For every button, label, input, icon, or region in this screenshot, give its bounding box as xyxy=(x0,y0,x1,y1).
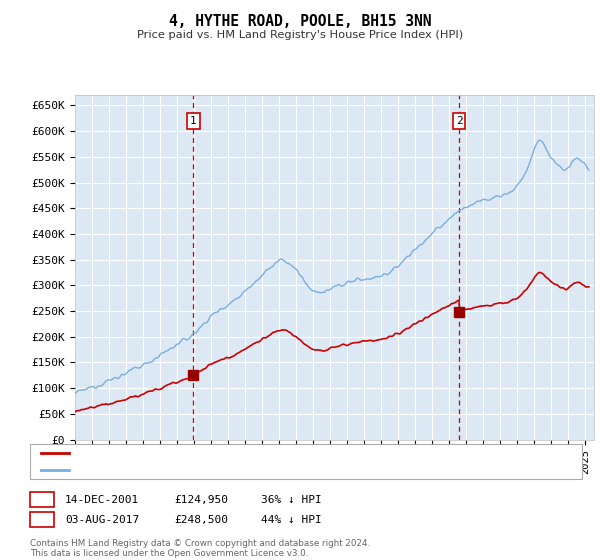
Text: 1: 1 xyxy=(190,116,197,126)
Text: 36% ↓ HPI: 36% ↓ HPI xyxy=(261,494,322,505)
Text: £248,500: £248,500 xyxy=(174,515,228,525)
Text: HPI: Average price, detached house, Bournemouth Christchurch and Poole: HPI: Average price, detached house, Bour… xyxy=(76,465,514,475)
Text: 14-DEC-2001: 14-DEC-2001 xyxy=(65,494,139,505)
Text: 2: 2 xyxy=(456,116,463,126)
Text: Price paid vs. HM Land Registry's House Price Index (HPI): Price paid vs. HM Land Registry's House … xyxy=(137,30,463,40)
Text: Contains HM Land Registry data © Crown copyright and database right 2024.
This d: Contains HM Land Registry data © Crown c… xyxy=(30,539,370,558)
Text: 2: 2 xyxy=(38,515,46,525)
Text: 4, HYTHE ROAD, POOLE, BH15 3NN: 4, HYTHE ROAD, POOLE, BH15 3NN xyxy=(169,14,431,29)
Text: 44% ↓ HPI: 44% ↓ HPI xyxy=(261,515,322,525)
Text: £124,950: £124,950 xyxy=(174,494,228,505)
Text: 1: 1 xyxy=(38,494,46,505)
Text: 4, HYTHE ROAD, POOLE, BH15 3NN (detached house): 4, HYTHE ROAD, POOLE, BH15 3NN (detached… xyxy=(76,449,370,459)
Text: 03-AUG-2017: 03-AUG-2017 xyxy=(65,515,139,525)
